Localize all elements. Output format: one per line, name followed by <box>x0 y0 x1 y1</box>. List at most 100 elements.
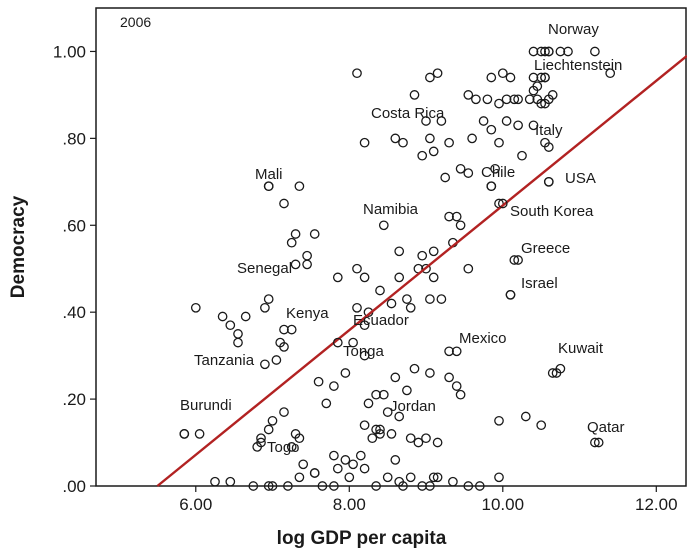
x-tick-label: 6.00 <box>179 495 212 514</box>
data-point <box>467 133 477 144</box>
data-point <box>524 94 535 105</box>
y-axis-title: Democracy <box>8 195 29 298</box>
data-point <box>240 311 251 322</box>
data-point <box>409 90 420 100</box>
data-point <box>501 116 512 126</box>
data-point <box>394 246 405 257</box>
labeled-point <box>543 46 554 57</box>
data-point <box>225 320 236 331</box>
y-tick-label: .60 <box>62 216 86 235</box>
labeled-point <box>332 337 343 348</box>
data-point <box>509 94 520 105</box>
data-point <box>417 250 428 261</box>
data-point <box>309 468 320 478</box>
data-point <box>463 168 474 178</box>
labeled-point <box>263 181 274 192</box>
data-point <box>486 72 497 83</box>
data-point <box>225 476 236 487</box>
plot-frame <box>95 7 687 487</box>
data-point <box>352 302 362 313</box>
data-point <box>371 389 381 400</box>
data-point <box>367 433 378 444</box>
data-point <box>386 429 397 439</box>
data-point <box>233 337 243 348</box>
data-point <box>417 481 428 491</box>
data-point <box>375 429 385 439</box>
data-point <box>294 433 305 444</box>
data-point <box>233 329 243 339</box>
x-axis-title: log GDP per capita <box>277 528 447 549</box>
country-label: Namibia <box>363 201 419 218</box>
data-point <box>451 381 462 391</box>
data-point <box>494 472 504 483</box>
data-point <box>344 472 355 483</box>
data-point <box>317 481 328 491</box>
data-point <box>494 137 504 148</box>
data-point <box>505 72 516 83</box>
country-label: Senegal <box>237 260 292 277</box>
country-label: Jordan <box>390 398 436 415</box>
data-point <box>329 481 339 491</box>
data-point <box>444 137 454 148</box>
data-point <box>425 294 435 304</box>
labeled-point <box>528 120 539 131</box>
data-point <box>279 342 289 352</box>
data-point <box>359 137 370 148</box>
data-point <box>256 433 266 444</box>
labeled-point <box>290 259 301 270</box>
data-point <box>497 68 508 79</box>
data-point <box>260 302 270 313</box>
data-point <box>290 229 301 239</box>
data-point <box>402 385 412 396</box>
data-point <box>348 337 358 348</box>
data-point <box>382 407 393 417</box>
data-point <box>436 116 447 126</box>
data-point <box>271 355 282 365</box>
data-point <box>329 381 339 391</box>
country-label: Mexico <box>459 330 507 347</box>
data-point <box>190 302 201 313</box>
data-point <box>286 324 297 335</box>
data-point <box>444 211 454 222</box>
data-point <box>398 137 408 148</box>
labeled-point <box>378 220 389 231</box>
data-point <box>279 407 289 417</box>
labeled-point <box>421 116 431 126</box>
axes: 6.00 8.00 10.00 12.00 .00 .20 .40 .60 .80 1.00 <box>53 42 678 514</box>
data-point <box>417 150 428 161</box>
data-point <box>194 429 205 439</box>
y-tick-label: .20 <box>62 390 86 409</box>
data-point <box>394 411 405 422</box>
data-point <box>359 420 370 431</box>
country-label: USA <box>565 170 596 187</box>
data-point <box>517 150 527 161</box>
data-point <box>455 220 466 231</box>
data-point <box>536 420 547 431</box>
data-point <box>547 90 558 100</box>
fit-line <box>156 54 687 487</box>
data-point <box>409 363 420 374</box>
data-point <box>352 68 362 79</box>
data-point <box>398 481 408 491</box>
data-point <box>302 250 312 261</box>
country-label: Burundi <box>180 397 232 414</box>
data-point <box>340 455 351 465</box>
data-point <box>375 285 385 296</box>
y-tick-label: .00 <box>62 477 86 496</box>
fit-line-layer <box>156 54 687 487</box>
data-point <box>394 272 405 283</box>
labeled-point <box>505 289 516 300</box>
data-point <box>490 163 500 174</box>
data-point <box>536 72 547 83</box>
data-point <box>528 72 539 83</box>
data-point <box>455 389 466 400</box>
data-point <box>263 481 274 491</box>
data-point <box>313 376 324 387</box>
data-point <box>425 368 435 378</box>
data-point <box>217 311 228 322</box>
labeled-point <box>547 368 558 378</box>
data-point <box>283 481 293 491</box>
labeled-point <box>444 346 454 357</box>
data-point <box>421 433 431 444</box>
